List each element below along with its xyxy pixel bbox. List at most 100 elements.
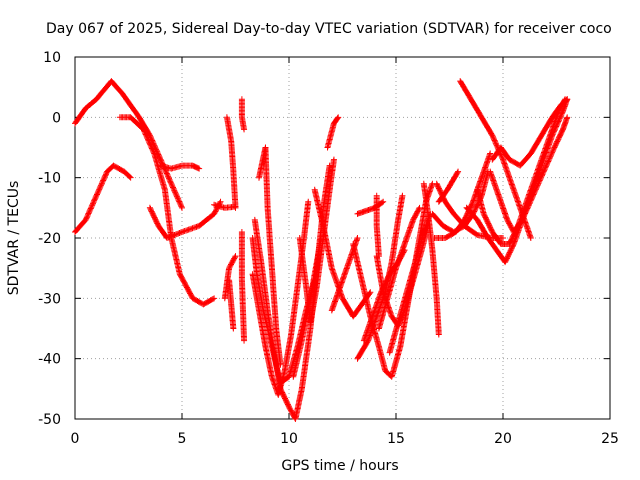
data-mark: [307, 260, 320, 302]
data-mark: [230, 168, 239, 210]
data-mark: [200, 296, 216, 308]
data-mark: [262, 144, 271, 210]
data-mark: [425, 210, 436, 252]
data-mark: [82, 97, 99, 112]
data-mark: [161, 186, 175, 240]
series-pass-38: [474, 96, 569, 247]
data-mark: [230, 325, 237, 332]
data-mark: [395, 194, 406, 223]
data-mark: [337, 260, 352, 290]
data-mark: [463, 204, 480, 222]
data-mark: [350, 302, 364, 320]
series-pass-35: [487, 114, 571, 235]
series-pass-10: [238, 96, 248, 133]
series-pass-13: [251, 162, 333, 422]
data-mark: [277, 361, 284, 368]
x-tick-label: 25: [601, 431, 619, 447]
series-pass-18: [324, 114, 342, 151]
data-mark: [226, 254, 238, 272]
y-tick-label: -10: [38, 171, 61, 187]
data-mark: [121, 168, 133, 180]
data-mark: [179, 223, 201, 235]
data-mark: [375, 343, 388, 373]
data-mark: [429, 210, 446, 228]
data-mark: [238, 277, 247, 343]
series-pass-17: [290, 235, 325, 380]
data-mark: [211, 295, 218, 302]
data-mark: [326, 157, 337, 193]
data-mark: [119, 90, 142, 120]
data-mark: [110, 162, 126, 174]
data-mark: [155, 222, 170, 240]
data-mark: [238, 114, 247, 132]
data-mark: [256, 307, 269, 349]
series-pass-14: [256, 144, 284, 368]
data-mark: [551, 127, 566, 151]
data-mark: [487, 150, 494, 157]
data-mark: [350, 241, 365, 282]
data-mark: [253, 271, 267, 313]
data-mark: [527, 133, 544, 157]
data-mark: [127, 174, 134, 181]
data-mark: [273, 325, 284, 367]
data-mark: [228, 301, 237, 331]
x-axis-label: GPS time / hours: [281, 458, 398, 474]
data-mark: [420, 180, 431, 216]
series-pass-11: [238, 229, 248, 344]
data-mark: [168, 163, 184, 172]
data-mark: [373, 253, 386, 294]
data-mark: [412, 230, 427, 266]
data-mark: [258, 259, 271, 312]
data-mark: [455, 168, 462, 175]
data-mark: [495, 192, 510, 222]
series-pass-01: [72, 78, 185, 211]
data-mark: [281, 332, 294, 374]
data-mark: [373, 222, 382, 258]
data-mark: [380, 198, 387, 205]
data-mark: [367, 289, 374, 296]
data-mark: [489, 229, 504, 246]
data-mark: [474, 186, 487, 216]
data-mark: [241, 126, 248, 133]
data-mark: [497, 144, 512, 162]
data-mark: [232, 253, 239, 260]
data-mark: [196, 165, 203, 172]
data-mark: [238, 229, 245, 282]
data-mark: [478, 114, 495, 138]
data-mark: [386, 320, 401, 356]
data-mark: [264, 307, 277, 355]
series-pass-29: [420, 180, 442, 338]
data-mark: [82, 194, 99, 223]
data-mark: [401, 218, 416, 247]
data-mark: [298, 296, 314, 344]
x-tick-label: 0: [71, 431, 80, 447]
data-mark: [298, 326, 314, 392]
data-marks: [72, 78, 571, 422]
x-tick-label: 20: [494, 431, 512, 447]
series-pass-09: [226, 277, 237, 332]
data-mark: [320, 222, 335, 270]
data-mark: [176, 271, 196, 301]
data-mark: [268, 265, 280, 331]
data-mark: [474, 216, 491, 240]
data-mark: [478, 151, 493, 181]
data-mark: [433, 295, 442, 337]
data-mark: [444, 169, 461, 193]
data-mark: [393, 242, 408, 272]
data-mark: [416, 204, 423, 211]
data-mark: [262, 343, 275, 379]
data-mark: [547, 109, 562, 139]
data-mark: [388, 218, 401, 266]
y-tick-labels: -50 -40 -30 -20 -10 0 10: [38, 50, 61, 428]
data-mark: [164, 229, 184, 241]
data-mark: [358, 277, 373, 319]
x-tick-label: 15: [387, 431, 405, 447]
data-mark: [435, 331, 442, 338]
y-axis-label: SDTVAR / TECUs: [6, 181, 22, 296]
x-tick-label: 5: [178, 431, 187, 447]
data-mark: [72, 106, 88, 127]
data-mark: [127, 114, 146, 132]
data-mark: [369, 290, 384, 320]
data-mark: [307, 284, 320, 326]
